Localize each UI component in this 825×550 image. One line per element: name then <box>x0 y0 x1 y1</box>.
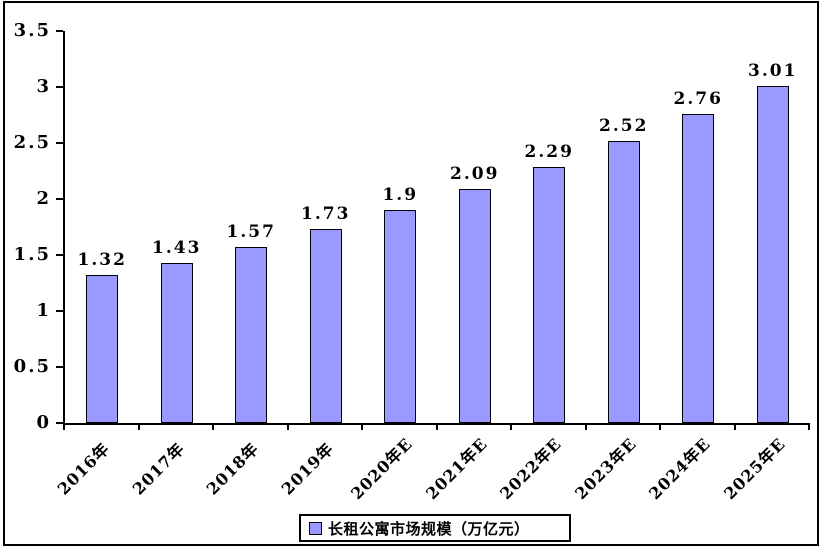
x-tick <box>286 423 289 430</box>
x-tick <box>361 423 363 430</box>
y-axis-line <box>63 31 65 425</box>
y-tick-label: 3.5 <box>13 20 51 41</box>
bar <box>309 229 342 423</box>
x-category-label: 2020年E <box>347 434 417 504</box>
y-tick <box>56 142 63 144</box>
x-category-label: 2017年 <box>128 438 189 499</box>
x-tick <box>808 423 810 430</box>
x-tick <box>435 423 438 430</box>
x-category-label: 2016年 <box>54 438 114 499</box>
x-category-label: 2022年E <box>496 434 566 504</box>
bar-value-label: 2.52 <box>599 115 649 136</box>
x-category-label: 2019年 <box>277 438 338 499</box>
bar <box>235 247 268 423</box>
bar <box>458 188 491 423</box>
bar-value-label: 2.09 <box>450 163 500 184</box>
bar-value-label: 1.73 <box>301 204 351 225</box>
bar-value-label: 1.43 <box>152 237 202 258</box>
bar <box>607 140 640 423</box>
y-tick-label: 2 <box>36 188 51 209</box>
x-tick <box>137 423 140 430</box>
x-tick <box>510 423 512 430</box>
legend-label: 长租公寓市场规模（万亿元） <box>328 519 530 538</box>
bar <box>86 275 119 423</box>
y-tick-label: 1 <box>36 300 51 321</box>
x-tick <box>584 423 587 430</box>
y-tick <box>56 366 63 368</box>
bar-value-label: 1.57 <box>226 222 276 243</box>
y-tick <box>56 30 63 32</box>
y-tick-label: 2.5 <box>13 132 51 153</box>
bar <box>384 210 417 423</box>
bar-value-label: 1.32 <box>77 250 127 271</box>
bar-value-label: 1.9 <box>382 185 419 206</box>
x-category-label: 2025年E <box>719 434 789 504</box>
y-tick-label: 1.5 <box>13 244 51 265</box>
y-tick <box>56 198 63 200</box>
bar <box>533 166 566 423</box>
plot-area: 0 0.5 1 1.5 2 2.5 3 3.5 1.32 2016年 1.43 2017年 1.57 20… <box>5 3 817 544</box>
x-tick <box>212 423 214 430</box>
chart-frame: 0 0.5 1 1.5 2 2.5 3 3.5 1.32 2016年 1.43 2017年 1.57 20… <box>3 1 819 546</box>
y-tick-label: 0.5 <box>13 356 51 377</box>
bar <box>160 262 193 423</box>
x-category-label: 2024年E <box>645 434 715 504</box>
legend-marker-icon <box>309 521 322 535</box>
y-tick <box>56 422 63 424</box>
bar-value-label: 3.01 <box>748 60 798 81</box>
y-tick <box>56 86 63 88</box>
legend: 长租公寓市场规模（万亿元） <box>299 514 571 542</box>
x-tick <box>733 423 736 430</box>
y-tick-label: 3 <box>36 76 51 97</box>
y-tick <box>56 310 63 312</box>
bar-value-label: 2.76 <box>673 88 723 109</box>
x-tick <box>63 423 65 430</box>
x-tick <box>659 423 661 430</box>
x-category-label: 2021年E <box>421 434 491 504</box>
y-tick <box>56 254 63 256</box>
bar-value-label: 2.29 <box>524 141 574 162</box>
bar <box>682 113 715 423</box>
y-tick-label: 0 <box>36 412 51 433</box>
x-category-label: 2018年 <box>203 438 263 499</box>
bar <box>756 85 789 423</box>
x-category-label: 2023年E <box>570 434 640 504</box>
